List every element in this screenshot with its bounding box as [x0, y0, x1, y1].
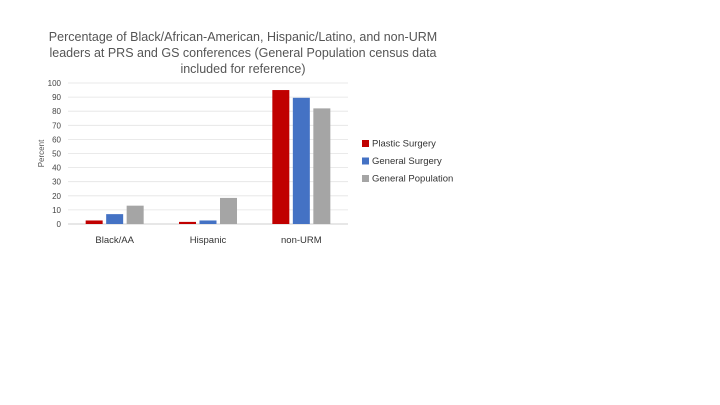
bar-black-aa-plastic-surgery	[85, 220, 103, 224]
legend: Plastic Surgery General Surgery General Po…	[362, 139, 453, 185]
bar-hispanic-general-population	[220, 197, 237, 224]
legend-label: General Population	[372, 174, 453, 185]
y-tick-label: 100	[48, 79, 62, 88]
x-category-label: Black/AA	[95, 235, 134, 246]
bars	[85, 90, 331, 224]
chart-title-line: leaders at PRS and GS conferences (Gener…	[49, 46, 436, 60]
y-tick-label: 60	[52, 135, 61, 144]
y-tick-label: 70	[52, 121, 61, 130]
y-tick-label: 30	[52, 178, 61, 187]
bar-non-urm-plastic-surgery	[272, 90, 290, 224]
bar-hispanic-general-surgery	[199, 220, 217, 224]
y-tick-label: 40	[52, 164, 61, 173]
bar-black-aa-general-population	[126, 205, 144, 224]
y-tick-label: 50	[52, 150, 61, 159]
legend-swatch	[362, 175, 369, 182]
bar-hispanic-plastic-surgery	[179, 221, 196, 224]
bar-non-urm-general-population	[313, 108, 331, 224]
y-tick-label: 20	[52, 192, 61, 201]
chart-title: Percentage of Black/African-American, Hi…	[49, 30, 437, 76]
x-axis-categories: Black/AA Hispanic non-URM	[95, 235, 321, 246]
bar-non-urm-general-surgery	[292, 97, 310, 224]
y-axis-label: Percent	[37, 139, 46, 167]
y-tick-label: 80	[52, 107, 61, 116]
y-tick-label: 90	[52, 93, 61, 102]
y-tick-label: 0	[57, 220, 62, 229]
y-tick-label: 10	[52, 206, 61, 215]
gridlines	[68, 82, 348, 225]
chart-title-line: included for reference)	[180, 62, 305, 76]
chart-title-line: Percentage of Black/African-American, Hi…	[49, 30, 437, 44]
x-category-label: non-URM	[281, 235, 322, 246]
legend-swatch	[362, 157, 369, 165]
legend-label: Plastic Surgery	[372, 139, 436, 150]
y-axis-ticks: 0 10 20 30 40 50 60 70 80 90 100	[48, 79, 62, 229]
x-category-label: Hispanic	[190, 235, 227, 246]
y-axis-label-text: Percent	[37, 139, 46, 167]
legend-swatch	[362, 140, 369, 147]
bar-black-aa-general-surgery	[106, 214, 124, 224]
legend-label: General Surgery	[372, 156, 442, 167]
